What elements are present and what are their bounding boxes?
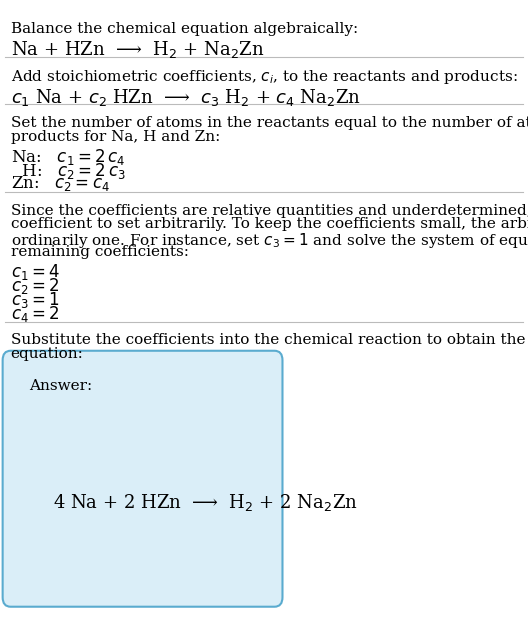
Text: Balance the chemical equation algebraically:: Balance the chemical equation algebraica… (11, 22, 358, 36)
Text: Set the number of atoms in the reactants equal to the number of atoms in the: Set the number of atoms in the reactants… (11, 116, 528, 130)
Text: coefficient to set arbitrarily. To keep the coefficients small, the arbitrary va: coefficient to set arbitrarily. To keep … (11, 217, 528, 231)
Text: equation:: equation: (11, 347, 83, 361)
Text: Na:   $c_1 = 2\,c_4$: Na: $c_1 = 2\,c_4$ (11, 147, 125, 167)
Text: Add stoichiometric coefficients, $c_i$, to the reactants and products:: Add stoichiometric coefficients, $c_i$, … (11, 68, 517, 85)
Text: $c_1 = 4$: $c_1 = 4$ (11, 262, 60, 283)
Text: Substitute the coefficients into the chemical reaction to obtain the balanced: Substitute the coefficients into the che… (11, 333, 528, 347)
Text: products for Na, H and Zn:: products for Na, H and Zn: (11, 130, 220, 144)
Text: $c_2 = 2$: $c_2 = 2$ (11, 276, 59, 296)
Text: Na + HZn  ⟶  H$_2$ + Na$_2$Zn: Na + HZn ⟶ H$_2$ + Na$_2$Zn (11, 39, 264, 60)
Text: Zn:   $c_2 = c_4$: Zn: $c_2 = c_4$ (11, 174, 109, 193)
Text: 4 Na + 2 HZn  ⟶  H$_2$ + 2 Na$_2$Zn: 4 Na + 2 HZn ⟶ H$_2$ + 2 Na$_2$Zn (53, 492, 357, 513)
Text: H:   $c_2 = 2\,c_3$: H: $c_2 = 2\,c_3$ (11, 161, 126, 181)
Text: remaining coefficients:: remaining coefficients: (11, 245, 188, 259)
Text: Answer:: Answer: (29, 379, 92, 393)
Text: $c_4 = 2$: $c_4 = 2$ (11, 304, 59, 324)
Text: Since the coefficients are relative quantities and underdetermined, choose a: Since the coefficients are relative quan… (11, 204, 528, 217)
FancyBboxPatch shape (3, 351, 282, 607)
Text: $c_3 = 1$: $c_3 = 1$ (11, 290, 59, 310)
Text: ordinarily one. For instance, set $c_3 = 1$ and solve the system of equations fo: ordinarily one. For instance, set $c_3 =… (11, 231, 528, 250)
Text: $c_1$ Na + $c_2$ HZn  ⟶  $c_3$ H$_2$ + $c_4$ Na$_2$Zn: $c_1$ Na + $c_2$ HZn ⟶ $c_3$ H$_2$ + $c_… (11, 87, 361, 107)
